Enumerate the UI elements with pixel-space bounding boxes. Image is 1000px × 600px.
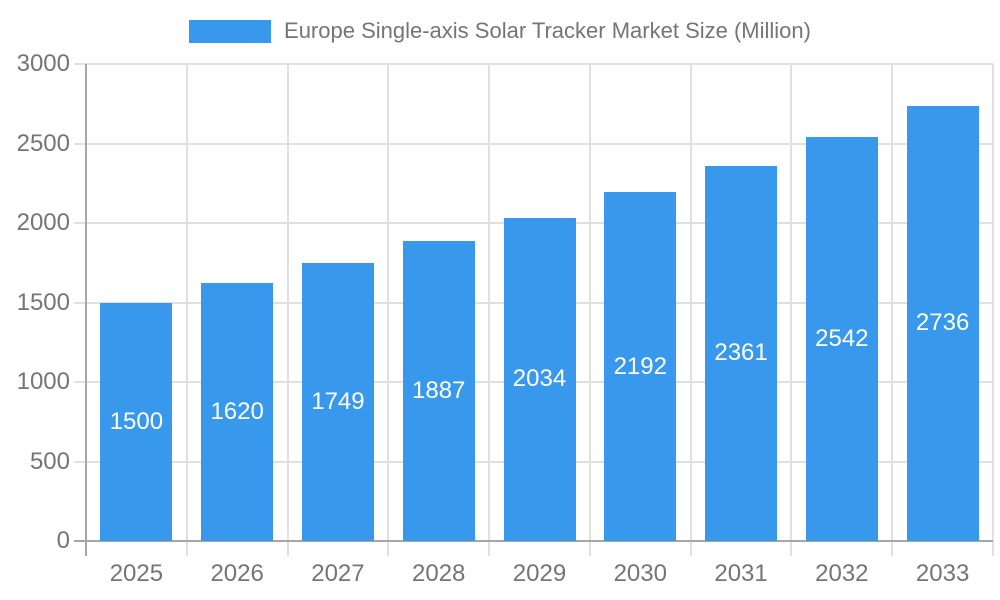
x-gridline xyxy=(588,64,591,556)
x-gridline xyxy=(488,64,491,556)
x-axis-tick-label: 2032 xyxy=(815,560,869,587)
x-gridline xyxy=(891,64,894,556)
legend: Europe Single-axis Solar Tracker Market … xyxy=(0,14,1000,48)
bar[interactable] xyxy=(503,217,576,541)
bar[interactable] xyxy=(301,262,374,541)
x-gridline xyxy=(286,64,289,556)
bar-value-label: 1749 xyxy=(311,387,365,415)
x-axis-tick-label: 2033 xyxy=(915,560,970,587)
bar[interactable] xyxy=(100,302,173,541)
bar-value-label: 2034 xyxy=(512,365,567,393)
bar-value-label: 1887 xyxy=(412,376,466,404)
y-gridline xyxy=(74,63,993,65)
bar-value-label: 2192 xyxy=(613,352,667,380)
x-gridline xyxy=(689,64,692,556)
bar-value-label: 2361 xyxy=(714,339,768,367)
y-gridline xyxy=(74,142,993,145)
y-tick xyxy=(74,540,86,542)
legend-label: Europe Single-axis Solar Tracker Market … xyxy=(284,18,811,43)
bar[interactable] xyxy=(604,192,677,541)
y-axis-tick-label: 3000 xyxy=(16,50,70,77)
x-axis-tick-label: 2027 xyxy=(311,560,365,587)
legend-swatch-icon xyxy=(189,19,272,43)
x-gridline xyxy=(790,64,793,556)
bar-value-label: 1620 xyxy=(210,398,264,426)
x-gridline xyxy=(387,64,390,556)
bar[interactable] xyxy=(402,240,475,541)
x-axis-tick-label: 2028 xyxy=(412,560,466,587)
bar-value-label: 1500 xyxy=(109,407,164,435)
x-axis-tick-label: 2029 xyxy=(512,560,567,587)
x-axis-tick-label: 2031 xyxy=(714,560,768,587)
y-axis-tick-label: 500 xyxy=(29,447,70,475)
y-axis-tick-label: 2500 xyxy=(16,129,70,157)
y-axis-tick-label: 2000 xyxy=(16,209,70,236)
x-axis-tick-label: 2026 xyxy=(210,560,264,587)
bar[interactable] xyxy=(906,105,979,541)
x-gridline xyxy=(992,64,994,556)
x-axis-line xyxy=(86,540,993,542)
legend-item[interactable]: Europe Single-axis Solar Tracker Market … xyxy=(189,18,811,44)
bar[interactable] xyxy=(705,165,778,541)
bar-value-label: 2736 xyxy=(915,309,970,337)
x-axis-tick-label: 2030 xyxy=(613,560,667,587)
bar-value-label: 2542 xyxy=(815,324,869,352)
x-gridline xyxy=(185,64,188,556)
y-axis-line xyxy=(85,64,87,556)
y-axis-tick-label: 0 xyxy=(56,527,70,554)
y-axis-tick-label: 1000 xyxy=(16,368,70,395)
bar[interactable] xyxy=(201,283,274,541)
y-axis-tick-label: 1500 xyxy=(16,288,70,316)
x-axis-tick-label: 2025 xyxy=(109,560,164,587)
bar[interactable] xyxy=(805,136,878,541)
